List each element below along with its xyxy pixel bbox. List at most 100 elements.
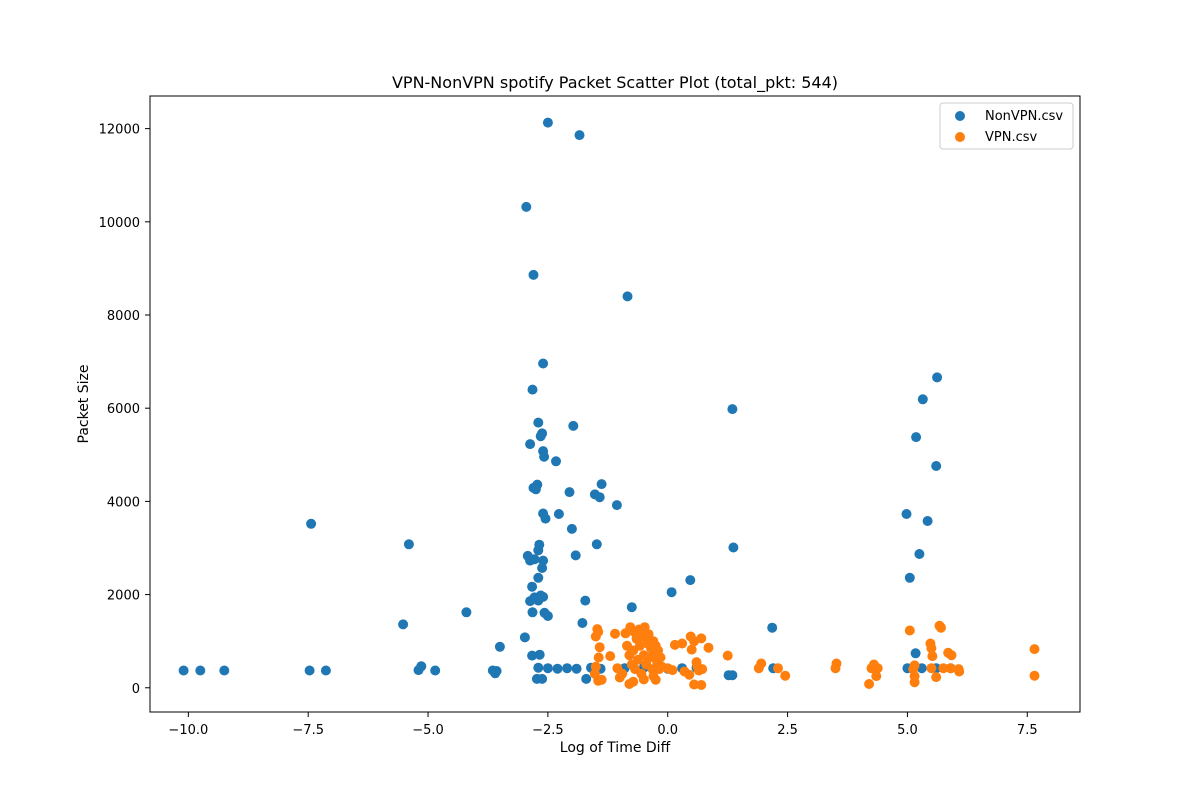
data-point	[562, 663, 573, 674]
data-point	[685, 575, 696, 586]
data-point	[533, 572, 544, 583]
x-tick-label: 5.0	[897, 723, 918, 738]
data-point	[1029, 644, 1040, 655]
data-point	[304, 665, 315, 676]
data-point	[521, 201, 532, 212]
y-axis-ticks: 0 2000 4000 6000 8000 10000 12000	[99, 123, 150, 697]
data-point	[413, 665, 424, 676]
data-point	[553, 509, 564, 519]
data-point	[904, 625, 915, 636]
data-point	[605, 651, 616, 662]
data-point	[666, 587, 677, 598]
data-point	[533, 545, 544, 556]
data-point	[533, 595, 544, 606]
legend-marker-nonvpn	[955, 111, 965, 121]
data-point	[525, 439, 536, 450]
data-point	[628, 676, 639, 687]
data-point	[537, 563, 548, 573]
data-point	[901, 509, 912, 519]
data-point	[566, 523, 577, 534]
data-point	[533, 417, 544, 428]
data-point	[542, 611, 553, 621]
data-point	[871, 671, 882, 682]
x-axis-ticks: −10.0 −7.5 −5.0 −2.5 0.0 2.5 5.0 7.5	[168, 712, 1038, 738]
legend-label-vpn: VPN.csv	[985, 130, 1038, 145]
x-tick-label: −5.0	[412, 723, 444, 738]
legend-marker-vpn	[955, 132, 965, 142]
data-point	[306, 518, 317, 529]
series-nonvpn-csv	[178, 117, 956, 684]
data-point	[643, 629, 654, 640]
data-point	[594, 492, 605, 503]
y-axis-title: Packet Size	[76, 365, 92, 444]
data-point	[538, 358, 549, 369]
points-layer	[178, 117, 1040, 690]
chart-title: VPN-NonVPN spotify Packet Scatter Plot (…	[392, 73, 838, 93]
y-tick-label: 12000	[99, 123, 140, 138]
x-tick-label: 2.5	[777, 723, 798, 738]
data-point	[728, 542, 739, 553]
data-point	[320, 665, 331, 676]
data-point	[564, 487, 575, 498]
data-point	[922, 516, 933, 526]
x-tick-label: 7.5	[1017, 723, 1038, 738]
data-point	[594, 642, 605, 653]
data-point	[592, 624, 603, 635]
data-point	[596, 479, 607, 490]
data-point	[904, 572, 915, 583]
data-point	[178, 665, 189, 676]
data-point	[530, 484, 541, 495]
data-point	[872, 663, 883, 674]
data-point	[909, 660, 920, 671]
data-point	[945, 663, 956, 674]
data-point	[430, 665, 441, 676]
data-point	[593, 652, 604, 663]
data-point	[195, 665, 206, 676]
data-point	[946, 650, 957, 661]
legend-frame	[939, 102, 1074, 150]
data-point	[527, 581, 538, 592]
y-tick-label: 10000	[99, 216, 140, 231]
data-point	[638, 674, 649, 685]
data-point	[490, 668, 501, 679]
x-tick-label: −7.5	[292, 723, 324, 738]
data-point	[611, 500, 622, 511]
data-point	[722, 650, 733, 661]
data-point	[398, 619, 409, 630]
data-point	[540, 513, 551, 524]
data-point	[634, 640, 645, 651]
data-point	[577, 618, 588, 628]
data-point	[727, 670, 738, 681]
data-point	[617, 668, 628, 679]
data-point	[909, 677, 920, 688]
y-tick-label: 2000	[107, 589, 140, 604]
data-point	[910, 648, 921, 659]
legend: NonVPN.csv VPN.csv	[939, 102, 1074, 150]
data-point	[568, 420, 579, 431]
data-point	[580, 595, 591, 606]
data-point	[542, 663, 553, 674]
data-point	[767, 622, 778, 633]
data-point	[756, 658, 767, 669]
data-point	[931, 672, 942, 683]
data-point	[528, 269, 539, 280]
data-point	[574, 130, 585, 141]
data-point	[570, 550, 581, 561]
data-point	[773, 663, 783, 674]
data-point	[571, 663, 582, 674]
data-point	[519, 632, 530, 643]
data-point	[655, 652, 666, 663]
data-point	[533, 662, 544, 673]
data-point	[219, 665, 230, 676]
data-point	[529, 554, 540, 565]
data-point	[667, 665, 678, 676]
data-point	[926, 643, 937, 654]
data-point	[527, 650, 538, 661]
data-point	[403, 539, 414, 550]
data-point	[590, 631, 601, 642]
data-point	[525, 596, 536, 607]
data-point	[914, 549, 925, 559]
data-point	[537, 673, 548, 684]
data-point	[938, 663, 949, 674]
data-point	[696, 633, 707, 644]
